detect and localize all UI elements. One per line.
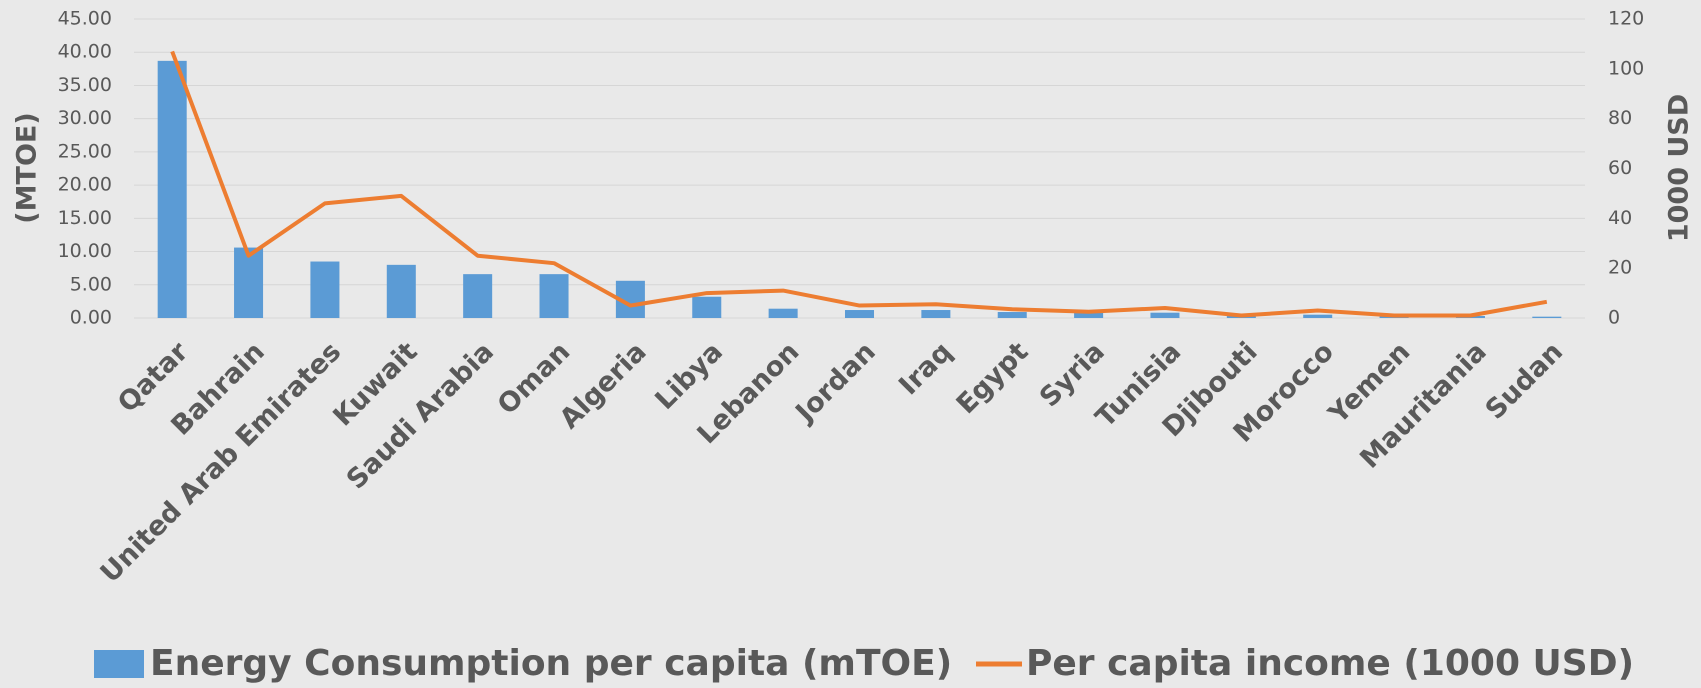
y2-tick-label: 60 [1608, 157, 1632, 179]
y-tick-label: 40.00 [58, 41, 112, 63]
y2-axis-title: 1000 USD [1664, 94, 1695, 242]
y-tick-label: 20.00 [58, 174, 112, 196]
bar [1074, 312, 1104, 318]
y2-tick-label: 0 [1608, 307, 1620, 329]
y-tick-label: 0.00 [70, 307, 112, 329]
bar [1303, 314, 1333, 318]
legend-swatch [94, 650, 144, 678]
legend-label: Per capita income (1000 USD) [1026, 643, 1634, 684]
y-tick-label: 35.00 [58, 74, 112, 96]
bar [692, 296, 722, 318]
y-tick-label: 25.00 [58, 140, 112, 162]
y2-tick-label: 100 [1608, 57, 1644, 79]
bar [768, 308, 798, 318]
y-axis-title: (MTOE) [12, 112, 43, 223]
y-tick-label: 10.00 [58, 240, 112, 262]
line [170, 50, 1548, 318]
bar [386, 264, 416, 318]
bar [310, 261, 340, 318]
y2-tick-label: 80 [1608, 107, 1632, 129]
bar [157, 60, 187, 319]
bar [844, 310, 875, 318]
bar [539, 274, 569, 318]
y-tick-label: 45.00 [58, 8, 112, 30]
y-tick-label: 30.00 [58, 107, 112, 129]
bar [921, 310, 951, 318]
bar [234, 247, 264, 318]
y-tick-label: 15.00 [58, 207, 112, 229]
bar [1150, 312, 1180, 318]
y2-tick-label: 40 [1608, 207, 1632, 229]
y2-tick-label: 20 [1608, 257, 1632, 279]
bar [997, 312, 1027, 318]
legend-label: Energy Consumption per capita (mTOE) [150, 643, 952, 684]
y2-tick-label: 120 [1608, 8, 1644, 30]
bar [1532, 316, 1562, 318]
bar [463, 274, 493, 318]
y-tick-label: 5.00 [70, 273, 112, 295]
